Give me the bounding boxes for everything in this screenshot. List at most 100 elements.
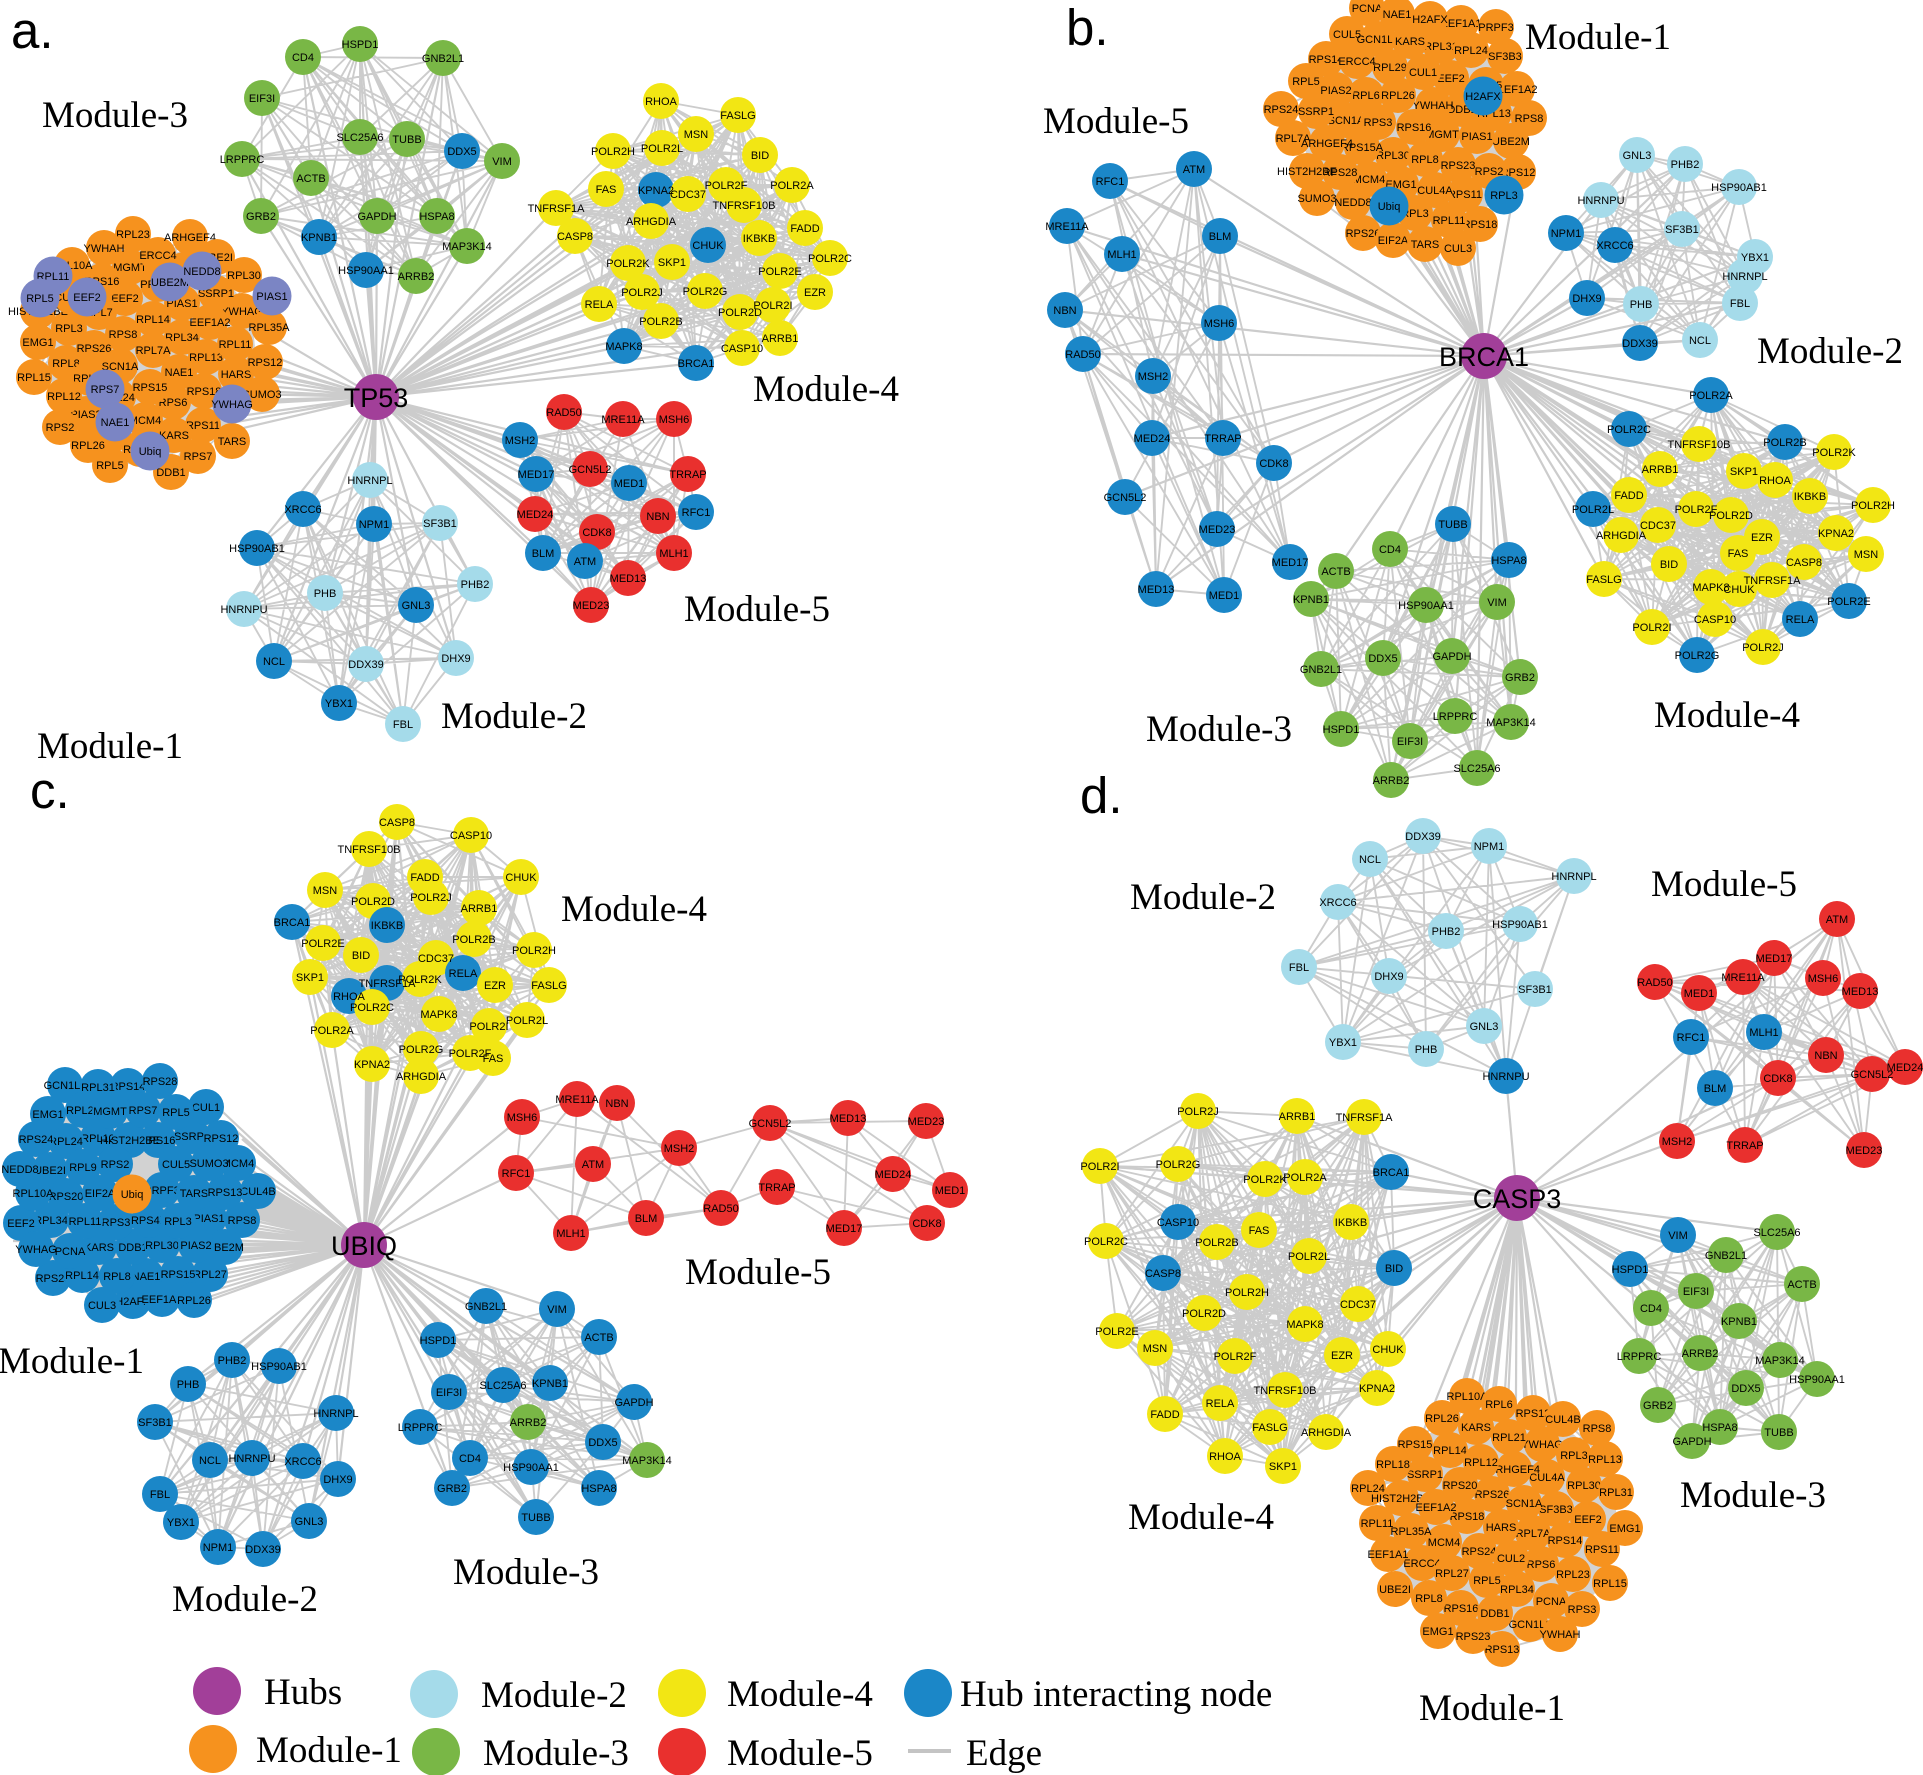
svg-text:RPS18: RPS18 xyxy=(1450,1511,1485,1523)
svg-text:MCM4: MCM4 xyxy=(129,415,161,427)
svg-text:CHUK: CHUK xyxy=(505,872,537,884)
svg-text:HNRNPL: HNRNPL xyxy=(1722,271,1767,283)
svg-text:NPM1: NPM1 xyxy=(203,1542,234,1554)
svg-text:RPL34: RPL34 xyxy=(1500,1584,1534,1596)
svg-text:MAP3K14: MAP3K14 xyxy=(442,241,492,253)
svg-text:GRB2: GRB2 xyxy=(1643,1400,1673,1412)
svg-text:RFC1: RFC1 xyxy=(502,1168,531,1180)
svg-text:CUL1: CUL1 xyxy=(192,1102,220,1114)
svg-text:RPL11: RPL11 xyxy=(219,339,252,351)
svg-text:RPL7A: RPL7A xyxy=(1516,1528,1552,1540)
svg-text:MED17: MED17 xyxy=(826,1223,863,1235)
svg-text:RPS24: RPS24 xyxy=(1462,1546,1497,1558)
svg-text:RPL10A: RPL10A xyxy=(13,1188,55,1200)
svg-text:HSP90AB1: HSP90AB1 xyxy=(1711,182,1767,194)
svg-text:RPL11: RPL11 xyxy=(69,1216,102,1228)
svg-text:RPL34: RPL34 xyxy=(34,1215,68,1227)
svg-text:RPL13: RPL13 xyxy=(1588,1454,1622,1466)
svg-text:UBE2I: UBE2I xyxy=(1379,1584,1411,1596)
svg-text:ATM: ATM xyxy=(582,1159,604,1171)
svg-text:RPL5: RPL5 xyxy=(162,1107,190,1119)
svg-text:FASLG: FASLG xyxy=(531,980,566,992)
svg-text:CUL2: CUL2 xyxy=(1497,1553,1525,1565)
svg-text:MRE11A: MRE11A xyxy=(555,1094,599,1106)
svg-text:CD4: CD4 xyxy=(1640,1303,1662,1315)
svg-text:MED17: MED17 xyxy=(1272,557,1309,569)
svg-text:ERCC4: ERCC4 xyxy=(1338,56,1375,68)
svg-text:PHB: PHB xyxy=(1415,1044,1438,1056)
svg-text:MGMT: MGMT xyxy=(113,262,147,274)
svg-text:EEF2: EEF2 xyxy=(111,293,139,305)
svg-text:SSRP1: SSRP1 xyxy=(198,288,234,300)
svg-text:KARS: KARS xyxy=(159,430,189,442)
svg-text:GCN5L2: GCN5L2 xyxy=(749,1118,792,1130)
svg-text:MLH1: MLH1 xyxy=(659,548,688,560)
svg-text:RHOA: RHOA xyxy=(1209,1451,1241,1463)
svg-text:RPS18: RPS18 xyxy=(187,386,222,398)
svg-text:FADD: FADD xyxy=(410,872,439,884)
svg-text:CDC37: CDC37 xyxy=(670,189,706,201)
svg-text:MRE11A: MRE11A xyxy=(1721,972,1765,984)
svg-text:NBN: NBN xyxy=(605,1098,628,1110)
svg-text:FAS: FAS xyxy=(596,184,617,196)
svg-text:FAS: FAS xyxy=(1728,548,1749,560)
svg-text:TARS: TARS xyxy=(1411,239,1440,251)
svg-text:EEF2: EEF2 xyxy=(1437,73,1465,85)
svg-text:RPS26: RPS26 xyxy=(1475,1489,1510,1501)
svg-text:MSN: MSN xyxy=(684,129,709,141)
svg-text:RPS8: RPS8 xyxy=(1515,113,1544,125)
svg-text:RPS8: RPS8 xyxy=(228,1215,257,1227)
svg-text:POLR2C: POLR2C xyxy=(350,1002,394,1014)
svg-text:ARRB1: ARRB1 xyxy=(1642,464,1679,476)
svg-text:CUL4B: CUL4B xyxy=(240,1186,275,1198)
svg-text:GCN5L2: GCN5L2 xyxy=(1851,1069,1894,1081)
svg-text:RPL26: RPL26 xyxy=(71,440,105,452)
svg-text:KPNA2: KPNA2 xyxy=(1359,1383,1395,1395)
svg-text:HSP90AA1: HSP90AA1 xyxy=(1398,600,1454,612)
svg-text:XRCC6: XRCC6 xyxy=(284,504,321,516)
svg-text:FAS: FAS xyxy=(483,1053,504,1065)
svg-text:LRPPRC: LRPPRC xyxy=(1617,1351,1662,1363)
svg-text:POLR2A: POLR2A xyxy=(310,1025,354,1037)
svg-text:TARS: TARS xyxy=(180,1188,209,1200)
svg-text:BID: BID xyxy=(751,150,769,162)
svg-text:RPL15: RPL15 xyxy=(1593,1578,1627,1590)
svg-text:MAPK8: MAPK8 xyxy=(605,341,642,353)
svg-text:EZR: EZR xyxy=(1751,532,1773,544)
svg-text:FADD: FADD xyxy=(1150,1409,1179,1421)
svg-text:NPM1: NPM1 xyxy=(359,519,390,531)
svg-text:RPS12: RPS12 xyxy=(248,357,283,369)
svg-text:POLR2G: POLR2G xyxy=(399,1044,444,1056)
svg-text:RAD50: RAD50 xyxy=(703,1203,738,1215)
svg-text:RPL34: RPL34 xyxy=(165,332,199,344)
svg-text:NEDD8: NEDD8 xyxy=(1334,197,1371,209)
svg-text:KPNB1: KPNB1 xyxy=(1721,1316,1757,1328)
svg-text:TUBB: TUBB xyxy=(392,134,421,146)
svg-text:MAPK8: MAPK8 xyxy=(1692,582,1729,594)
svg-text:MED23: MED23 xyxy=(1199,524,1236,536)
svg-text:EIF3I: EIF3I xyxy=(1683,1286,1709,1298)
svg-text:DHX9: DHX9 xyxy=(1572,293,1601,305)
svg-text:MED13: MED13 xyxy=(610,573,647,585)
svg-text:GAPDH: GAPDH xyxy=(1672,1436,1711,1448)
svg-text:SF3B1: SF3B1 xyxy=(1518,984,1552,996)
svg-text:RPL12: RPL12 xyxy=(81,1133,115,1145)
svg-text:RAD50: RAD50 xyxy=(1637,977,1672,989)
svg-text:LRPPRC: LRPPRC xyxy=(398,1422,443,1434)
svg-text:RPS3: RPS3 xyxy=(102,1217,131,1229)
svg-text:RPS11: RPS11 xyxy=(1585,1544,1619,1556)
svg-text:ARRB1: ARRB1 xyxy=(461,903,498,915)
svg-text:VIM: VIM xyxy=(1487,597,1507,609)
svg-text:MSH2: MSH2 xyxy=(1138,371,1169,383)
svg-text:RPS26: RPS26 xyxy=(77,343,112,355)
svg-text:POLR2J: POLR2J xyxy=(1742,642,1784,654)
svg-text:RPS23: RPS23 xyxy=(1456,1631,1491,1643)
svg-text:CASP3: CASP3 xyxy=(1473,1184,1562,1214)
svg-text:DDX5: DDX5 xyxy=(447,146,476,158)
svg-text:POLR2K: POLR2K xyxy=(398,974,442,986)
svg-text:ARRB1: ARRB1 xyxy=(1279,1111,1316,1123)
svg-text:BID: BID xyxy=(1660,559,1678,571)
svg-text:SLC25A6: SLC25A6 xyxy=(336,132,383,144)
svg-text:POLR2C: POLR2C xyxy=(808,253,852,265)
svg-text:Module-2: Module-2 xyxy=(1130,877,1276,918)
